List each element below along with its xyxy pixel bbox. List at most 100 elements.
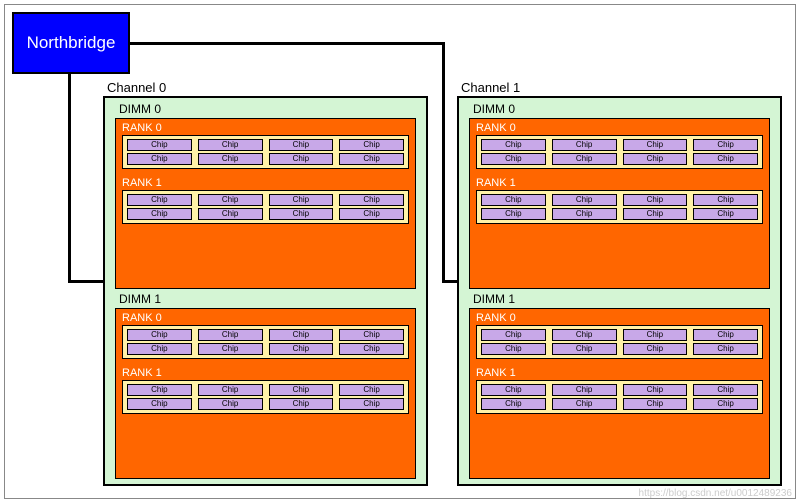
- chip-block: Chip: [623, 208, 688, 220]
- rank-label: RANK 0: [116, 119, 415, 135]
- chip-block: Chip: [269, 208, 334, 220]
- rank-box: ChipChipChipChipChipChipChipChip: [476, 380, 763, 414]
- dimm-label: DIMM 1: [473, 292, 515, 306]
- chip-block: Chip: [269, 384, 334, 396]
- chip-block: Chip: [127, 153, 192, 165]
- chip-block: Chip: [339, 329, 404, 341]
- chip-block: Chip: [339, 139, 404, 151]
- chip-row: Chip Chip Chip Chip: [127, 194, 404, 206]
- dimm-box: RANK 0ChipChipChipChipChipChipChipChipRA…: [469, 308, 770, 479]
- watermark-text: https://blog.csdn.net/u0012489236: [639, 488, 792, 499]
- chip-row: Chip Chip Chip Chip: [481, 153, 758, 165]
- rank-label: RANK 0: [470, 119, 769, 135]
- chip-block: Chip: [552, 153, 617, 165]
- chip-block: Chip: [623, 343, 688, 355]
- rank-label: RANK 0: [116, 309, 415, 325]
- chip-row: ChipChipChipChip: [127, 153, 404, 165]
- chip-row: ChipChipChipChip: [481, 329, 758, 341]
- chip-block: Chip: [623, 194, 688, 206]
- chip-block: Chip: [127, 208, 192, 220]
- chip-row: Chip Chip Chip Chip: [127, 329, 404, 341]
- rank-box: ChipChipChipChipChipChipChipChip: [122, 190, 409, 224]
- chip-block: Chip: [269, 343, 334, 355]
- chip-block: Chip: [552, 208, 617, 220]
- chip-block: Chip: [198, 208, 263, 220]
- chip-block: Chip: [339, 398, 404, 410]
- connector-line: [130, 42, 442, 45]
- chip-block: Chip: [693, 329, 758, 341]
- chip-block: Chip: [623, 153, 688, 165]
- rank-box: Chip Chip Chip Chip Chip Chip Chip Chip: [122, 380, 409, 414]
- chip-block: Chip: [127, 194, 192, 206]
- connector-line: [442, 42, 445, 283]
- channel-label: Channel 0: [107, 80, 166, 95]
- chip-block: Chip: [198, 343, 263, 355]
- chip-block: Chip: [481, 329, 546, 341]
- chip-block: Chip: [269, 329, 334, 341]
- northbridge-block: Northbridge: [12, 12, 130, 74]
- chip-block: Chip: [269, 139, 334, 151]
- rank-box: ChipChipChipChipChipChipChipChip: [476, 135, 763, 169]
- chip-block: Chip: [693, 398, 758, 410]
- chip-block: Chip: [127, 343, 192, 355]
- chip-block: Chip: [269, 194, 334, 206]
- rank-box: ChipChipChipChipChipChipChipChip: [476, 325, 763, 359]
- chip-block: Chip: [198, 194, 263, 206]
- rank-label: RANK 0: [470, 309, 769, 325]
- dimm-label: DIMM 0: [119, 102, 161, 116]
- chip-block: Chip: [552, 329, 617, 341]
- chip-block: Chip: [693, 208, 758, 220]
- dimm-label: DIMM 0: [473, 102, 515, 116]
- chip-block: Chip: [339, 384, 404, 396]
- chip-block: Chip: [339, 194, 404, 206]
- chip-row: Chip Chip Chip Chip: [127, 343, 404, 355]
- chip-row: ChipChipChipChip: [481, 398, 758, 410]
- rank-box: ChipChipChipChipChipChipChipChip: [476, 190, 763, 224]
- chip-block: Chip: [198, 153, 263, 165]
- chip-block: Chip: [693, 343, 758, 355]
- chip-block: Chip: [552, 194, 617, 206]
- rank-label: RANK 1: [116, 364, 415, 380]
- chip-row: Chip Chip Chip Chip: [481, 208, 758, 220]
- connector-line: [68, 74, 71, 280]
- chip-block: Chip: [198, 384, 263, 396]
- chip-block: Chip: [693, 139, 758, 151]
- chip-block: Chip: [198, 398, 263, 410]
- dimm-box: RANK 0 Chip Chip Chip Chip Chip Chip Chip Chip RA…: [115, 308, 416, 479]
- chip-block: Chip: [552, 384, 617, 396]
- chip-block: Chip: [127, 329, 192, 341]
- northbridge-label: Northbridge: [27, 33, 116, 53]
- chip-block: Chip: [693, 384, 758, 396]
- chip-block: Chip: [127, 398, 192, 410]
- chip-block: Chip: [481, 194, 546, 206]
- chip-block: Chip: [269, 153, 334, 165]
- chip-block: Chip: [269, 398, 334, 410]
- chip-block: Chip: [198, 139, 263, 151]
- chip-block: Chip: [127, 139, 192, 151]
- chip-row: Chip Chip Chip Chip: [127, 398, 404, 410]
- chip-block: Chip: [481, 139, 546, 151]
- chip-block: Chip: [623, 398, 688, 410]
- chip-row: ChipChipChipChip: [127, 208, 404, 220]
- rank-label: RANK 1: [116, 174, 415, 190]
- chip-row: ChipChipChipChip: [481, 384, 758, 396]
- chip-block: Chip: [198, 329, 263, 341]
- dimm-box: RANK 0 Chip Chip Chip Chip Chip Chip Chip Chip RA…: [115, 118, 416, 289]
- chip-block: Chip: [339, 343, 404, 355]
- chip-block: Chip: [481, 153, 546, 165]
- chip-block: Chip: [481, 398, 546, 410]
- chip-block: Chip: [552, 343, 617, 355]
- chip-block: Chip: [481, 384, 546, 396]
- chip-block: Chip: [481, 343, 546, 355]
- rank-label: RANK 1: [470, 174, 769, 190]
- connector-line: [68, 280, 103, 283]
- chip-block: Chip: [127, 384, 192, 396]
- rank-box: ChipChipChipChipChipChipChipChip: [122, 135, 409, 169]
- chip-block: Chip: [693, 153, 758, 165]
- chip-block: Chip: [481, 208, 546, 220]
- chip-row: ChipChipChipChip: [481, 139, 758, 151]
- chip-row: Chip Chip Chip Chip: [481, 343, 758, 355]
- chip-block: Chip: [552, 139, 617, 151]
- dimm-box: RANK 0 Chip Chip Chip Chip Chip Chip Chip Chip RA…: [469, 118, 770, 289]
- connector-line: [442, 280, 457, 283]
